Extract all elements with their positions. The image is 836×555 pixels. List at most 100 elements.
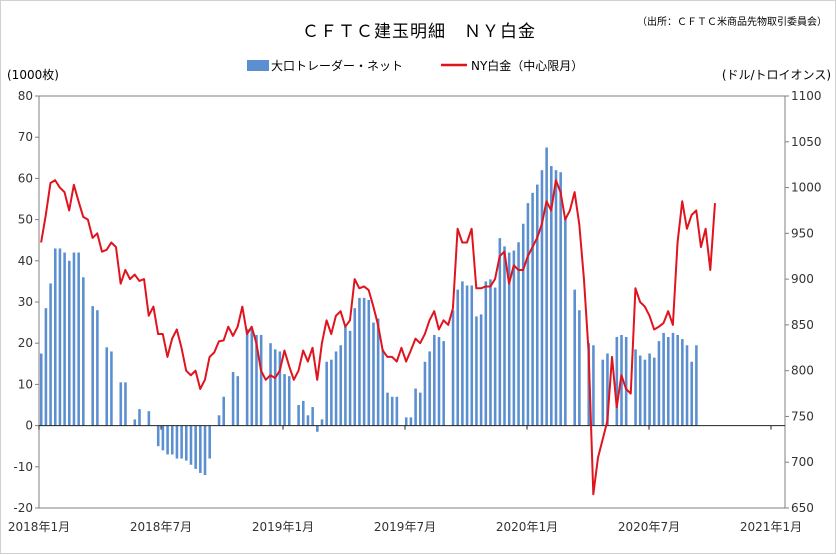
bar: [381, 349, 385, 426]
bar: [236, 376, 240, 426]
bar: [208, 425, 211, 459]
bar: [685, 345, 689, 426]
bar: [311, 407, 314, 426]
x-tick-label: 2019年7月: [374, 520, 436, 534]
bar: [231, 372, 235, 426]
left-tick-label: 20: [18, 336, 33, 350]
bar: [353, 308, 357, 426]
bar: [657, 341, 661, 426]
bar: [287, 376, 291, 426]
bar: [320, 419, 324, 426]
axes: -20 -10 0 10 20 30 40 50 60 70 80 650 700 750 800 850 90…: [8, 89, 822, 534]
bar: [189, 425, 193, 465]
bar: [166, 425, 169, 455]
left-tick-label: 70: [18, 130, 33, 144]
bar: [390, 396, 394, 426]
plot-frame: [38, 95, 786, 509]
bar: [133, 419, 137, 426]
left-tick-label: 40: [18, 254, 33, 268]
bar: [334, 351, 338, 426]
bar: [194, 425, 197, 469]
bar: [362, 297, 366, 426]
x-tick-label: 2019年1月: [252, 520, 314, 534]
left-tick-label: -20: [13, 501, 33, 515]
bar: [222, 396, 226, 426]
bar: [161, 425, 165, 451]
bar: [283, 374, 286, 426]
bar: [259, 334, 263, 426]
bar: [461, 281, 464, 426]
right-tick-label: 800: [791, 364, 814, 378]
bar: [437, 337, 441, 426]
chart-title: ＣＦＴＣ建玉明細 ＮＹ白金: [302, 22, 536, 42]
price-line: [40, 179, 716, 496]
bar: [643, 359, 647, 426]
right-axis-unit: (ドル/トロイオンス): [722, 68, 831, 82]
legend: 大口トレーダー・ネット NY白金（中心限月）: [247, 58, 583, 73]
bar: [82, 277, 85, 426]
bar: [592, 345, 595, 426]
bar: [550, 166, 553, 426]
bar: [297, 405, 300, 426]
bar: [442, 341, 445, 426]
bar: [372, 322, 375, 426]
bar: [428, 351, 431, 426]
right-tick-label: 850: [791, 318, 814, 332]
bar: [119, 382, 123, 426]
bar: [638, 355, 642, 426]
bar: [433, 334, 436, 426]
x-tick-label: 2021年1月: [740, 520, 802, 534]
bar: [578, 310, 581, 426]
bar: [255, 334, 258, 426]
bar: [203, 425, 207, 476]
bar: [63, 252, 66, 426]
x-tick-label: 2018年7月: [130, 520, 192, 534]
left-axis-unit: (1000枚): [7, 67, 59, 82]
legend-bar-swatch: [247, 60, 269, 71]
bar: [695, 345, 698, 426]
right-tick-label: 950: [791, 226, 814, 240]
bar: [667, 337, 670, 426]
bar: [545, 147, 548, 426]
bar: [652, 357, 656, 426]
bar: [170, 425, 174, 455]
left-tick-label: 0: [25, 419, 33, 433]
bar: [91, 306, 94, 426]
bar: [44, 308, 48, 426]
bar: [451, 310, 455, 426]
bar: [493, 287, 497, 426]
bar: [39, 353, 43, 426]
right-tick-label: 900: [791, 272, 814, 286]
bar: [273, 349, 277, 426]
bar: [180, 425, 183, 459]
bar: [559, 172, 562, 426]
bar: [49, 283, 52, 426]
bar: [68, 260, 71, 426]
bar: [671, 332, 675, 426]
bar: [278, 351, 282, 426]
bar: [554, 170, 558, 426]
bar: [634, 349, 637, 426]
bar: [615, 337, 619, 426]
left-tick-label: 80: [18, 89, 33, 103]
bar: [404, 417, 408, 426]
bar: [648, 353, 651, 426]
bar: [156, 425, 160, 447]
bar: [105, 347, 109, 426]
bar: [465, 285, 469, 426]
bar: [526, 203, 530, 426]
left-tick-label: 10: [18, 377, 33, 391]
bar: [418, 392, 422, 426]
chart-source: （出所：ＣＦＴＣ米商品先物取引委員会）: [637, 15, 827, 28]
bar: [423, 361, 427, 426]
legend-line-label: NY白金（中心限月）: [471, 58, 583, 73]
bar: [395, 396, 399, 426]
bar: [358, 297, 361, 426]
bar: [302, 400, 305, 426]
bar: [690, 361, 693, 426]
right-tick-label: 1000: [791, 181, 822, 195]
bar: [484, 281, 488, 426]
left-tick-label: 50: [18, 213, 33, 227]
bar: [217, 415, 221, 426]
